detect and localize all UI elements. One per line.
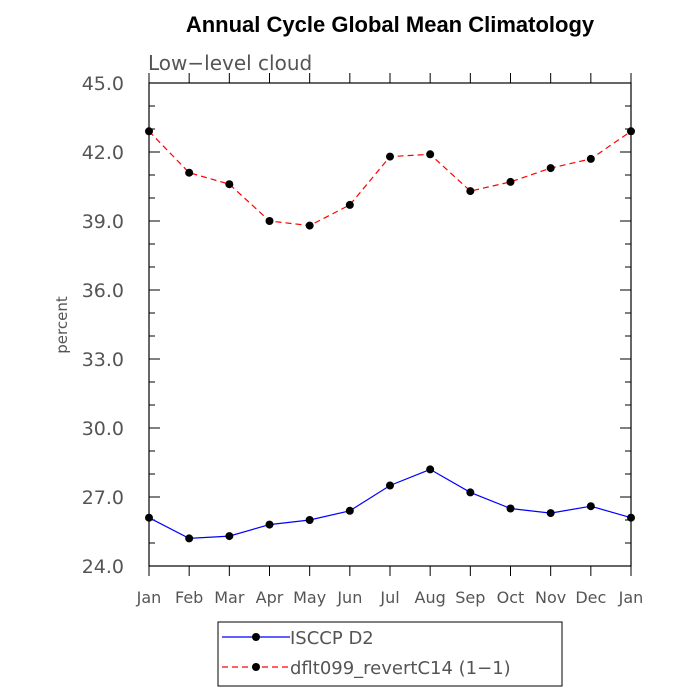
x-tick-label: Sep: [455, 588, 485, 607]
series-0-point: [386, 481, 394, 490]
legend-swatch-marker-0: [252, 633, 260, 641]
series-0-point: [466, 488, 475, 497]
series-line-0: [148, 468, 632, 540]
legend-label-0: ISCCP D2: [290, 628, 374, 649]
y-tick-label: 30.0: [82, 418, 124, 440]
x-tick-label: Dec: [575, 588, 606, 607]
chart-subtitle: Low−level cloud: [148, 51, 312, 75]
series-0-point: [586, 502, 595, 511]
x-tick-label: Apr: [256, 588, 284, 607]
series-0-point: [185, 534, 194, 543]
series-1-point: [386, 152, 394, 161]
series-1-point: [265, 217, 274, 225]
y-tick-label: 33.0: [82, 349, 124, 371]
y-tick-label: 42.0: [82, 142, 124, 164]
x-tick-label: Feb: [175, 588, 203, 607]
x-tick-label: Oct: [497, 588, 525, 607]
x-tick-label: Jan: [618, 588, 644, 607]
x-tick-label: May: [293, 588, 326, 607]
x-tick-label: Jul: [379, 588, 399, 607]
y-axis-label: percent: [53, 296, 71, 354]
y-tick-label: 39.0: [82, 211, 124, 233]
y-tick-label: 24.0: [82, 556, 124, 578]
legend: ISCCP D2 dflt099_revertC14 (1−1): [217, 621, 563, 687]
x-tick-label: Mar: [214, 588, 245, 607]
x-tick-label: Aug: [415, 588, 446, 607]
series-1-point: [546, 164, 555, 173]
series-1-point: [586, 154, 595, 163]
series-0-point: [426, 465, 435, 474]
series-1-point: [305, 221, 314, 230]
series-1-point: [627, 127, 635, 136]
series-1-point: [506, 177, 515, 186]
series-0-point: [305, 516, 314, 524]
plot-area: 24.0 27.0 30.0 33.0 36.0 39.0 42.0 45.0 Jan Feb Ma…: [82, 73, 644, 607]
legend-box: [217, 621, 563, 687]
series-1-point: [345, 200, 354, 209]
series-0-point: [225, 532, 234, 541]
series-1-point: [466, 187, 475, 196]
series-1-point: [145, 127, 153, 136]
series-0-point: [265, 520, 274, 529]
series-1-point: [225, 180, 234, 189]
chart-title: Annual Cycle Global Mean Climatology: [186, 12, 595, 37]
x-tick-label: Jan: [136, 588, 162, 607]
series-line-1: [148, 130, 632, 227]
series-1-point: [426, 150, 435, 159]
series-0-point: [145, 513, 153, 522]
x-tick-label: Nov: [535, 588, 566, 607]
legend-swatch-marker-1: [252, 663, 260, 671]
series-0-point: [345, 506, 354, 515]
series-0-point: [627, 513, 635, 522]
y-tick-label: 27.0: [82, 487, 124, 509]
series-0-point: [506, 504, 515, 513]
x-tick-label: Jun: [336, 588, 362, 607]
legend-label-1: dflt099_revertC14 (1−1): [290, 658, 511, 679]
y-tick-label: 45.0: [82, 73, 124, 95]
series-0-point: [546, 509, 555, 518]
y-tick-label: 36.0: [82, 280, 124, 302]
series-1-point: [185, 168, 194, 177]
